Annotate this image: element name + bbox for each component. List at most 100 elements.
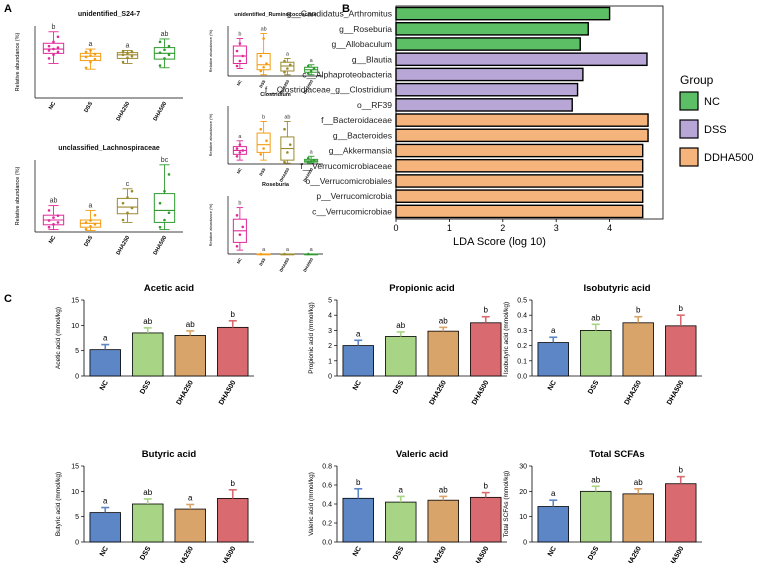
box-lach-point [52, 223, 55, 226]
bar-acetic-y-tick: 15 [71, 298, 79, 305]
box-rose-x-tick: DHA250 [278, 256, 290, 272]
box-rumi-point [306, 72, 310, 75]
bar-acetic-x-tick: DHA500 [218, 379, 238, 406]
box-s24-point [89, 54, 92, 57]
box-rumi-point [306, 64, 310, 68]
box-rose-ylabel: Relative abundance (%) [208, 203, 213, 246]
bar-valeric-bar [342, 497, 374, 543]
charts-layer: unidentified_S24-7 Relative abundance (%)… [15, 5, 754, 563]
bar-valeric-y-tick: 0.4 [322, 502, 332, 509]
bar-butyric-sig-letter: ab [143, 488, 152, 497]
bar-valeric-sig-letter: b [356, 478, 361, 487]
box-lach-x-tick: NC [48, 235, 57, 245]
bar-total-y-tick: 0 [523, 540, 527, 547]
bar-isobutyric-x-tick: DHA500 [666, 379, 686, 406]
box-clos-point [235, 154, 239, 158]
lda-bar [395, 128, 649, 143]
box-rose-x-tick: DSS [258, 257, 267, 267]
box-s24-point [56, 46, 60, 49]
box-lach-point [126, 196, 129, 199]
lda-feature-label: g__Akkermansia [329, 146, 393, 156]
box-clos-point [306, 156, 310, 160]
bar-butyric-chart: Butyric acid Butyric acid (mmol/kg) 0 5 10 15… [55, 449, 254, 563]
lda-bar [395, 98, 573, 112]
box-clos-sig-letter: a [310, 149, 314, 155]
bar-butyric-y-tick: 10 [71, 489, 79, 496]
box-rumi-point [238, 42, 242, 45]
box-rose-sig-letter: a [286, 247, 290, 253]
box-clos-point [306, 161, 310, 164]
box-lach-point [47, 219, 51, 222]
lda-chart: g__Candidatus_Arthromitus g__Roseburia g__… [265, 5, 754, 248]
bar-valeric-sig-letter: ab [439, 485, 448, 494]
bar-total-chart: Total SCFAs Total SCFAs (mmol/kg) 0 10 20 30 a… [503, 449, 702, 563]
box-clos-point [286, 151, 289, 154]
bar-propionic-y-tick: 4 [328, 313, 332, 320]
box-rumi-box [280, 61, 295, 72]
lda-bar [395, 158, 644, 173]
lda-x-tick: 3 [554, 223, 559, 233]
box-s24-point [56, 35, 60, 39]
bar-valeric-ylabel: Valeric acid (mmol/kg) [308, 472, 315, 536]
box-s24-point [158, 51, 162, 54]
box-clos-point [312, 158, 316, 162]
box-s24-sig-letter: b [52, 24, 56, 31]
bar-total-y-tick: 20 [519, 489, 527, 496]
box-s24-point [158, 64, 162, 67]
lda-bar [395, 22, 589, 36]
box-lach-point [93, 223, 97, 226]
bar-butyric-sig-letter: a [103, 497, 108, 506]
box-s24-point [126, 56, 129, 59]
box-clos-point [241, 149, 245, 152]
box-s24-point [167, 53, 171, 57]
box-lach-point [84, 221, 88, 224]
box-s24-x-tick: DHA500 [152, 101, 168, 122]
box-s24-point [89, 60, 92, 64]
bar-isobutyric-y-tick: 0.4 [517, 313, 527, 320]
box-clos-point [262, 147, 265, 150]
lda-bar [395, 189, 644, 203]
box-s24-point [56, 50, 60, 54]
box-rumi-point [286, 67, 289, 70]
box-clos-point [235, 147, 239, 150]
bar-propionic-x-tick: DHA250 [428, 379, 448, 406]
bar-isobutyric-y-tick: 0.5 [517, 298, 527, 305]
box-lach-point [47, 209, 51, 212]
bar-propionic-sig-letter: a [356, 329, 361, 338]
bar-isobutyric-y-tick: 0.0 [517, 374, 527, 381]
lda-bar [395, 67, 584, 82]
bar-total-bar [580, 490, 612, 543]
panel-label-b: B [342, 3, 350, 15]
bar-total-x-tick: DHA500 [666, 545, 686, 563]
bar-total-x-tick: DHA250 [623, 545, 643, 563]
box-s24-point [84, 55, 88, 59]
bar-propionic-bar [470, 322, 502, 377]
lda-feature-label: g__Allobaculum [332, 39, 392, 49]
box-lach-point [126, 211, 129, 215]
box-s24-point [158, 40, 162, 44]
box-rose-point [241, 225, 245, 229]
bar-total-sig-letter: ab [634, 478, 643, 487]
box-s24-point [52, 53, 55, 57]
bar-propionic-bar [342, 345, 374, 377]
box-clos-plot: Clostridium Relative abundance (%) a NC b DSS… [208, 92, 323, 183]
bar-total-bar [622, 493, 654, 543]
bar-isobutyric-sig-letter: a [551, 326, 556, 335]
box-s24-point [130, 50, 134, 54]
box-clos-title: Clostridium [260, 92, 291, 98]
bar-butyric-bar [174, 508, 206, 543]
bar-isobutyric-sig-letter: b [636, 306, 641, 315]
box-s24-point [163, 57, 166, 60]
bar-total-sig-letter: ab [591, 475, 600, 484]
box-s24-plot: unidentified_S24-7 Relative abundance (%)… [15, 11, 183, 122]
box-s24-point [121, 60, 125, 64]
box-lach-point [163, 189, 166, 193]
bar-acetic-bar [89, 349, 121, 377]
bar-propionic-y-tick: 0 [328, 374, 332, 381]
bar-butyric-y-tick: 5 [75, 514, 79, 521]
box-s24-point [121, 53, 125, 57]
box-rose-point [235, 214, 239, 217]
lda-legend-label: DSS [704, 124, 727, 136]
lda-legend-title: Group [680, 73, 714, 87]
